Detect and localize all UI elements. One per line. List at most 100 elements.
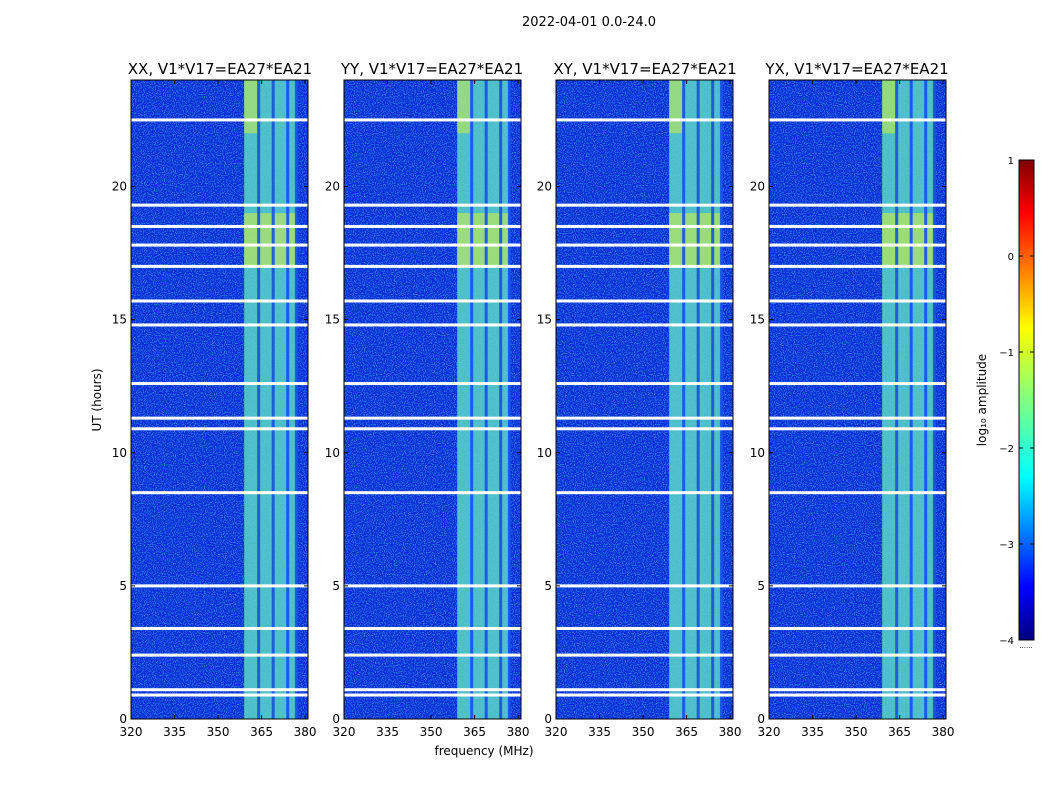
flagged-row bbox=[556, 224, 733, 228]
x-tick-label: 380 bbox=[294, 725, 317, 739]
flagged-row bbox=[556, 382, 733, 386]
y-tick-label: 5 bbox=[119, 579, 127, 593]
x-tick-label: 320 bbox=[545, 725, 568, 739]
flagged-row bbox=[131, 382, 308, 386]
flagged-row bbox=[131, 693, 308, 697]
rfi-channel-gap bbox=[711, 80, 715, 719]
colorbar-tick-label: −3 bbox=[999, 540, 1014, 551]
flagged-row bbox=[769, 491, 946, 495]
rfi-channel-gap bbox=[696, 80, 700, 719]
flagged-row bbox=[769, 224, 946, 228]
flagged-row bbox=[769, 243, 946, 247]
flagged-row bbox=[344, 584, 521, 588]
colorbar-gradient bbox=[1018, 159, 1035, 641]
flagged-row bbox=[769, 626, 946, 630]
x-tick-label: 380 bbox=[719, 725, 742, 739]
flagged-row bbox=[344, 427, 521, 431]
x-tick-label: 335 bbox=[588, 725, 611, 739]
x-tick-label: 350 bbox=[632, 725, 655, 739]
rfi-channel-gap bbox=[286, 80, 290, 719]
x-tick-label: 365 bbox=[463, 725, 486, 739]
flagged-row bbox=[769, 118, 946, 122]
x-tick-label: 365 bbox=[675, 725, 698, 739]
flagged-row bbox=[556, 491, 733, 495]
rfi-band-bright bbox=[457, 80, 471, 134]
y-tick-label: 15 bbox=[537, 313, 552, 327]
flagged-row bbox=[556, 118, 733, 122]
y-tick-label: 0 bbox=[119, 712, 127, 726]
x-tick-label: 335 bbox=[376, 725, 399, 739]
y-tick-label: 0 bbox=[332, 712, 340, 726]
y-tick-label: 20 bbox=[537, 180, 552, 194]
flagged-row bbox=[344, 323, 521, 327]
rfi-channel-gap bbox=[924, 80, 928, 719]
flagged-row bbox=[131, 299, 308, 303]
rfi-channel-gap bbox=[271, 80, 275, 719]
rfi-channel-gap bbox=[719, 80, 723, 719]
flagged-row bbox=[131, 118, 308, 122]
rfi-channel-gap bbox=[499, 80, 503, 719]
y-tick-label: 0 bbox=[757, 712, 765, 726]
panel-frame bbox=[130, 79, 309, 720]
flagged-row bbox=[131, 427, 308, 431]
flagged-row bbox=[131, 224, 308, 228]
y-axis-label: UT (hours) bbox=[90, 368, 104, 431]
rfi-channel-gap bbox=[895, 80, 899, 719]
flagged-row bbox=[344, 203, 521, 207]
flagged-row bbox=[769, 688, 946, 692]
flagged-row bbox=[131, 203, 308, 207]
flagged-row bbox=[344, 491, 521, 495]
flagged-row bbox=[556, 693, 733, 697]
flagged-row bbox=[769, 264, 946, 268]
x-tick-label: 335 bbox=[801, 725, 824, 739]
rfi-channel-gap bbox=[507, 80, 511, 719]
colorbar-tick-label: −1 bbox=[999, 348, 1014, 359]
x-tick-label: 380 bbox=[507, 725, 530, 739]
flagged-row bbox=[131, 584, 308, 588]
rfi-channel-gap bbox=[909, 80, 913, 719]
rfi-channel-gap bbox=[257, 80, 261, 719]
y-tick-label: 20 bbox=[750, 180, 765, 194]
flagged-row bbox=[344, 688, 521, 692]
panel-xx: XX, V1*V17=EA27*EA21 320 335 350 365 380 0 5 10… bbox=[112, 60, 317, 739]
rfi-channel-gap bbox=[470, 80, 474, 719]
y-tick-label: 15 bbox=[112, 313, 127, 327]
colorbar-label: log₁₀ amplitude bbox=[975, 354, 989, 446]
colorbar-tick-label: −4 bbox=[999, 636, 1014, 647]
flagged-row bbox=[344, 299, 521, 303]
x-tick-label: 350 bbox=[207, 725, 230, 739]
flagged-row bbox=[556, 203, 733, 207]
y-tick-label: 10 bbox=[112, 446, 127, 460]
panel-title: XX, V1*V17=EA27*EA21 bbox=[128, 60, 312, 78]
y-tick-label: 15 bbox=[325, 313, 340, 327]
y-tick-label: 10 bbox=[537, 446, 552, 460]
rfi-band-bright bbox=[244, 80, 258, 134]
y-tick-label: 20 bbox=[112, 180, 127, 194]
colorbar-extra-label: ...... bbox=[1019, 642, 1032, 650]
flagged-row bbox=[556, 584, 733, 588]
colorbar-tick-label: −2 bbox=[999, 444, 1014, 455]
colorbar-tick-label: 0 bbox=[1008, 252, 1014, 263]
flagged-row bbox=[344, 224, 521, 228]
flagged-row bbox=[769, 416, 946, 420]
flagged-row bbox=[131, 323, 308, 327]
flagged-row bbox=[556, 243, 733, 247]
x-tick-label: 335 bbox=[163, 725, 186, 739]
flagged-row bbox=[131, 264, 308, 268]
x-tick-label: 320 bbox=[758, 725, 781, 739]
colorbar: log₁₀ amplitude ...... 1 0 −1 −2 −3 −4 bbox=[975, 156, 1035, 650]
x-tick-label: 365 bbox=[250, 725, 273, 739]
flagged-row bbox=[131, 416, 308, 420]
flagged-row bbox=[344, 653, 521, 657]
panel-frame bbox=[555, 79, 734, 720]
flagged-row bbox=[556, 653, 733, 657]
y-tick-label: 20 bbox=[325, 180, 340, 194]
rfi-channel-gap bbox=[932, 80, 936, 719]
panel-yx: YX, V1*V17=EA27*EA21 320 335 350 365 380 0 5 10… bbox=[750, 60, 955, 739]
y-tick-label: 15 bbox=[750, 313, 765, 327]
flagged-row bbox=[769, 323, 946, 327]
flagged-row bbox=[344, 416, 521, 420]
panel-frame bbox=[768, 79, 947, 720]
y-tick-label: 5 bbox=[332, 579, 340, 593]
